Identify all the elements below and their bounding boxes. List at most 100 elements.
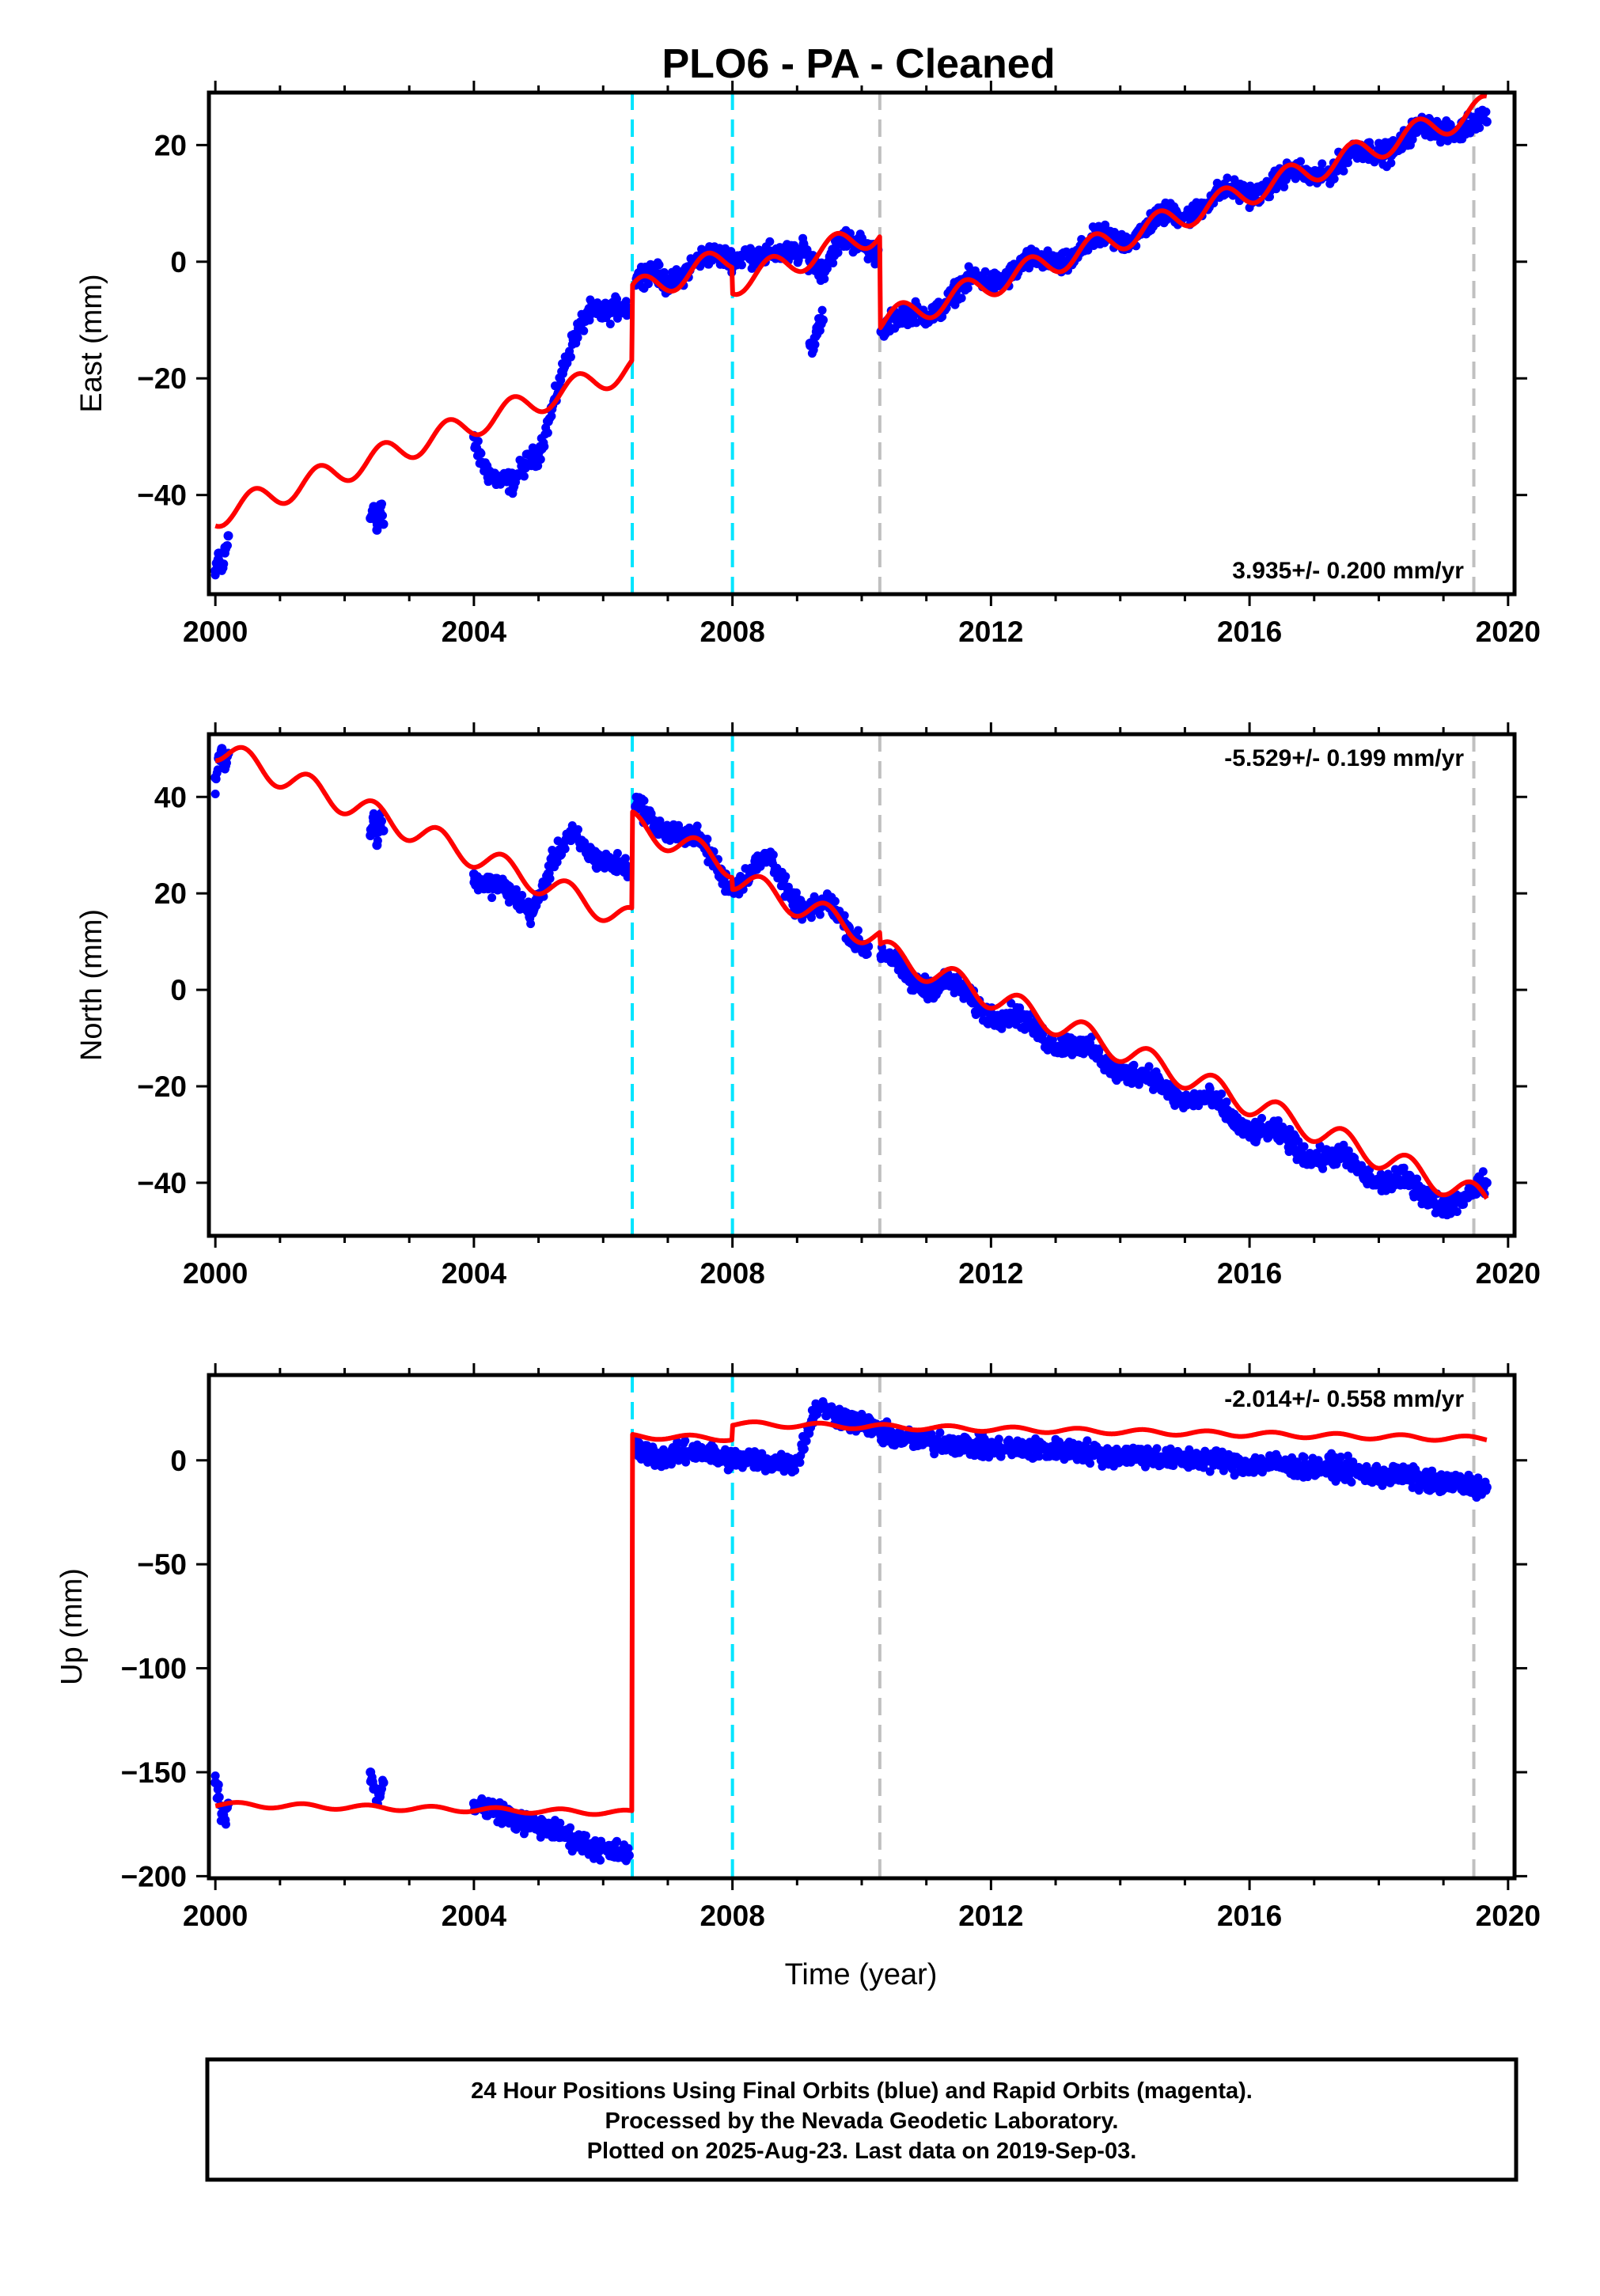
figure-title: PLO6 - PA - Cleaned — [662, 41, 1056, 87]
data-point — [639, 796, 649, 805]
data-point — [1343, 158, 1352, 168]
data-point — [373, 836, 382, 846]
x-tick-label: 2016 — [1217, 616, 1282, 648]
data-point — [566, 1823, 575, 1832]
data-point — [781, 872, 791, 881]
y-tick-label: 0 — [170, 246, 187, 278]
data-point — [560, 844, 570, 854]
velocity-annotation: 3.935+/- 0.200 mm/yr — [1232, 558, 1464, 584]
data-point — [1386, 158, 1396, 168]
data-point — [1475, 123, 1484, 132]
data-point — [1339, 1140, 1348, 1150]
data-point — [223, 531, 233, 541]
data-point — [768, 851, 778, 860]
data-point — [536, 455, 545, 464]
y-tick-label: −150 — [121, 1756, 187, 1789]
data-point — [935, 1428, 945, 1438]
data-point — [820, 275, 829, 284]
data-point — [798, 238, 808, 248]
data-point — [612, 848, 622, 858]
x-tick-label: 2004 — [442, 1257, 507, 1290]
data-point — [596, 1855, 605, 1865]
data-point — [1217, 1089, 1227, 1099]
x-tick-label: 2020 — [1476, 1257, 1541, 1290]
data-point — [508, 489, 518, 498]
y-tick-label: 40 — [154, 781, 187, 813]
data-point — [799, 1444, 809, 1453]
data-point — [540, 441, 549, 451]
data-point — [863, 949, 872, 959]
data-point — [621, 297, 631, 306]
x-tick-label: 2000 — [183, 1257, 248, 1290]
x-tick-label: 2004 — [442, 616, 507, 648]
data-point — [795, 1457, 805, 1467]
x-tick-label: 2012 — [958, 1900, 1023, 1932]
data-point — [666, 1460, 676, 1469]
data-point — [1412, 1174, 1422, 1184]
x-tick-label: 2020 — [1476, 1900, 1541, 1932]
y-tick-label: 0 — [170, 974, 187, 1006]
data-point — [511, 885, 521, 894]
data-point — [856, 233, 866, 242]
data-point — [659, 267, 669, 277]
data-point — [624, 1843, 633, 1853]
x-tick-label: 2000 — [183, 616, 248, 648]
x-tick-label: 2020 — [1476, 616, 1541, 648]
data-point — [210, 789, 220, 798]
data-point — [1296, 157, 1306, 166]
data-point — [519, 472, 529, 481]
data-point — [927, 1430, 936, 1439]
data-point — [1318, 1164, 1328, 1173]
data-point — [1399, 1163, 1409, 1173]
data-point — [802, 1436, 811, 1445]
y-tick-label: 20 — [154, 877, 187, 910]
data-point — [930, 1449, 939, 1459]
y-axis-label: Up (mm) — [55, 1568, 89, 1685]
data-point — [1222, 1097, 1231, 1107]
data-point — [1481, 1179, 1491, 1188]
footer-line-3: Plotted on 2025-Aug-23. Last data on 201… — [587, 2139, 1137, 2164]
y-tick-label: −40 — [137, 479, 187, 512]
data-point — [1344, 1146, 1353, 1155]
footer-box: 24 Hour Positions Using Final Orbits (bl… — [205, 2057, 1518, 2182]
panel-up: 2000 2004 2008 2012 2016 2020−200−150−100−500… — [55, 1363, 1541, 1932]
data-point — [840, 911, 849, 920]
data-point — [1223, 173, 1232, 183]
data-point — [1481, 1486, 1491, 1495]
data-point — [1446, 120, 1455, 130]
y-tick-label: −40 — [137, 1167, 187, 1199]
data-point — [605, 320, 615, 329]
data-point — [994, 1434, 1003, 1444]
plot-area — [210, 1375, 1492, 1878]
data-point — [620, 854, 630, 863]
data-point — [543, 428, 552, 438]
data-point — [810, 339, 820, 349]
data-point — [1478, 1167, 1488, 1176]
model-line — [214, 744, 1489, 1200]
data-point — [654, 260, 664, 270]
plot-area — [210, 93, 1492, 594]
data-point — [566, 352, 575, 362]
data-point — [545, 874, 555, 884]
y-tick-label: −20 — [137, 1070, 187, 1103]
x-tick-label: 2008 — [700, 1900, 764, 1932]
y-tick-label: 0 — [170, 1445, 187, 1477]
plot-area — [210, 734, 1492, 1236]
data-point — [221, 1820, 230, 1829]
data-point — [1086, 1032, 1096, 1042]
footer-line-2: Processed by the Nevada Geodetic Laborat… — [605, 2108, 1119, 2134]
data-point — [643, 279, 653, 289]
data-point — [1294, 1136, 1303, 1146]
y-tick-label: −50 — [137, 1548, 187, 1581]
data-point — [1347, 1477, 1356, 1487]
data-point — [210, 1771, 220, 1780]
data-point — [222, 758, 231, 767]
data-point — [1086, 1459, 1095, 1468]
data-point — [524, 897, 533, 907]
data-point — [210, 570, 220, 580]
data-point — [1082, 1436, 1092, 1445]
x-tick-label: 2016 — [1217, 1900, 1282, 1932]
